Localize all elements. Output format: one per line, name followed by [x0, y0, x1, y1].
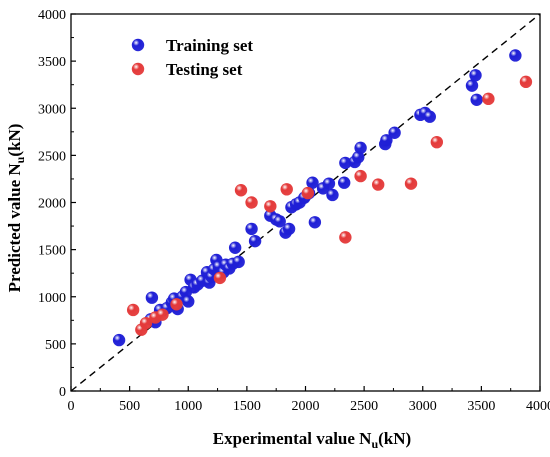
y-tick-label: 4000	[38, 8, 66, 23]
y-axis-title-main: Predicted value N	[5, 163, 24, 293]
training-set-point	[145, 291, 159, 304]
legend-label-training-set: Training set	[166, 36, 253, 55]
y-tick-label: 3000	[38, 102, 66, 117]
y-axis-title-unit: (kN)	[5, 124, 24, 157]
training-set-point	[509, 49, 522, 62]
testing-set-point	[280, 183, 293, 196]
x-axis-title-subscript: u	[371, 437, 378, 451]
training-set-point	[380, 134, 393, 147]
x-axis-ticks: 0 500 1000 1500 2000 2500 3000 3500 4000	[68, 386, 550, 414]
x-tick-label: 1500	[233, 399, 261, 414]
training-set-point	[354, 141, 367, 155]
training-set-point	[273, 215, 286, 228]
y-tick-label: 1000	[38, 291, 66, 306]
x-axis-title: Experimental value Nu(kN)	[213, 429, 411, 451]
x-axis-title-main: Experimental value N	[213, 429, 372, 448]
training-set-point	[245, 222, 258, 236]
training-set-point	[228, 241, 242, 254]
testing-set-point	[301, 186, 315, 200]
training-set-point	[308, 216, 322, 229]
training-set-point	[352, 151, 365, 164]
testing-set-point	[354, 169, 367, 183]
testing-set-point	[156, 308, 169, 321]
testing-set-point	[371, 178, 385, 191]
testing-set-point	[404, 177, 418, 190]
x-tick-label: 2000	[292, 399, 320, 414]
testing-set-point	[234, 184, 248, 197]
x-tick-label: 500	[119, 399, 140, 414]
training-set-point	[470, 93, 483, 106]
training-set-point	[282, 222, 296, 236]
testing-set-point	[519, 75, 533, 89]
y-axis-title: Predicted value Nu(kN)	[5, 124, 27, 293]
legend-marker-training-set	[131, 38, 145, 52]
training-set-point	[339, 156, 352, 170]
testing-set-point	[139, 316, 153, 330]
training-set-point	[322, 177, 336, 190]
y-tick-label: 0	[59, 385, 66, 400]
legend-marker-testing-set	[131, 62, 145, 76]
testing-set-point	[170, 298, 183, 311]
y-tick-label: 500	[45, 338, 66, 353]
training-set-point	[306, 176, 319, 189]
training-set-point	[465, 79, 479, 92]
training-set-point	[388, 126, 401, 139]
training-set-point	[248, 234, 262, 248]
training-set-point	[469, 69, 482, 82]
training-set-point	[423, 110, 436, 123]
testing-set-point	[339, 231, 352, 244]
y-tick-label: 2500	[38, 149, 66, 164]
y-axis-title-subscript: u	[13, 156, 27, 163]
training-set-point	[112, 333, 126, 347]
x-tick-label: 1000	[174, 399, 202, 414]
legend: Training set Testing set	[131, 36, 253, 79]
x-tick-label: 3500	[467, 399, 495, 414]
training-set-point	[232, 255, 245, 269]
x-tick-label: 0	[68, 399, 75, 414]
y-tick-label: 1500	[38, 244, 66, 259]
x-tick-label: 4000	[526, 399, 550, 414]
training-set-point	[182, 295, 195, 308]
testing-set-point	[126, 303, 140, 317]
x-tick-label: 3000	[409, 399, 437, 414]
x-tick-label: 2500	[350, 399, 378, 414]
training-set-point	[326, 188, 339, 202]
x-axis-title-unit: (kN)	[378, 429, 411, 448]
testing-set-point	[430, 135, 444, 149]
y-tick-label: 2000	[38, 197, 66, 212]
testing-set-point	[245, 196, 258, 209]
y-tick-label: 3500	[38, 55, 66, 70]
data-points	[112, 49, 533, 347]
testing-set-point	[264, 200, 277, 213]
training-set-point	[337, 176, 351, 189]
legend-label-testing-set: Testing set	[166, 60, 243, 79]
y-axis-ticks: 0 500 1000 1500 2000 2500 3000 3500 4000	[38, 8, 76, 400]
testing-set-point	[482, 92, 495, 106]
testing-set-point	[213, 271, 227, 285]
